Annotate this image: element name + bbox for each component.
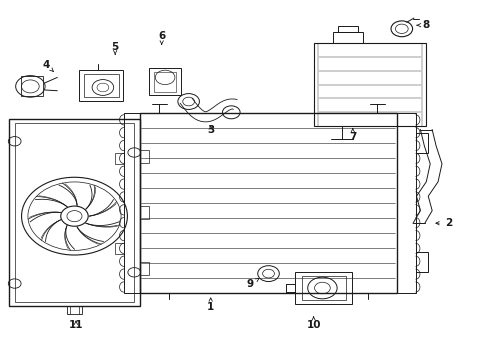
Bar xyxy=(314,43,426,126)
Bar xyxy=(154,72,176,92)
Text: 5: 5 xyxy=(112,42,119,55)
Bar xyxy=(21,76,43,96)
Bar xyxy=(149,68,181,95)
Bar xyxy=(115,243,124,254)
Bar xyxy=(79,70,123,101)
Bar xyxy=(140,150,149,163)
Bar xyxy=(67,306,82,314)
Bar xyxy=(416,133,428,153)
Bar xyxy=(302,276,346,300)
Text: 8: 8 xyxy=(417,20,430,30)
Text: 7: 7 xyxy=(349,129,357,142)
Bar xyxy=(124,113,140,293)
Bar xyxy=(84,74,119,97)
Bar xyxy=(416,252,428,272)
Bar xyxy=(295,272,352,304)
Text: 1: 1 xyxy=(207,298,214,312)
Bar xyxy=(9,119,140,306)
Bar xyxy=(140,113,397,293)
Bar xyxy=(15,123,134,302)
Text: 11: 11 xyxy=(69,320,83,330)
Text: 6: 6 xyxy=(158,31,165,44)
Bar xyxy=(333,32,363,43)
Bar xyxy=(115,153,124,164)
Text: 10: 10 xyxy=(306,317,321,330)
Text: 4: 4 xyxy=(43,60,53,71)
Text: 9: 9 xyxy=(246,278,259,289)
Bar xyxy=(397,113,416,293)
Text: 2: 2 xyxy=(436,218,452,228)
Bar xyxy=(140,206,149,219)
Text: 3: 3 xyxy=(207,125,214,135)
Bar xyxy=(140,262,149,275)
Bar xyxy=(338,26,358,32)
